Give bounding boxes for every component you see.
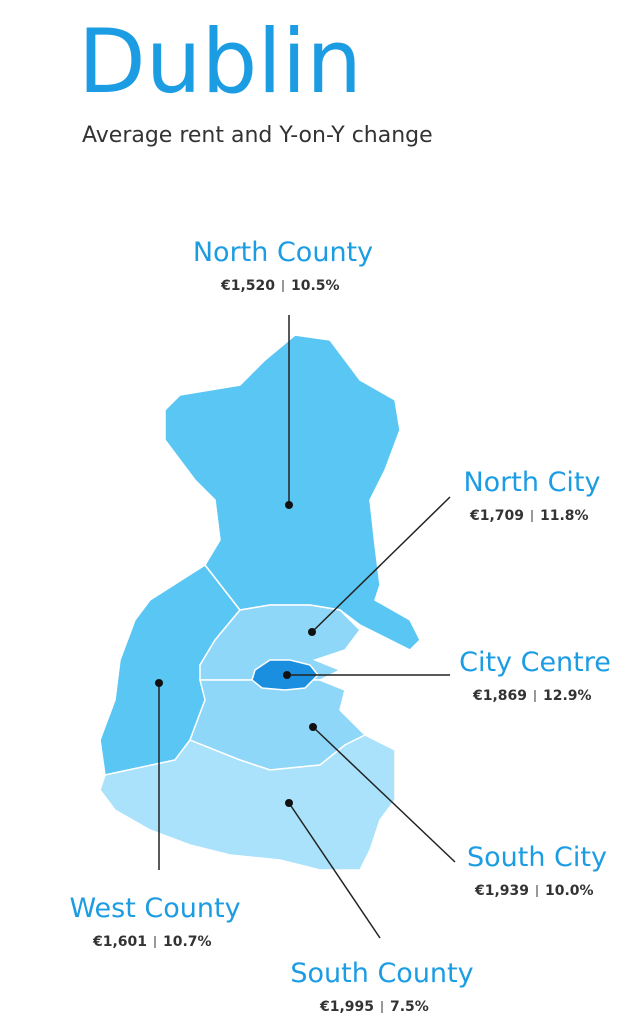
region-name: South County — [290, 958, 473, 989]
region-rent: €1,869 — [472, 688, 527, 704]
connectors — [155, 315, 456, 939]
region-change: 7.5% — [390, 999, 429, 1015]
region-change: 10.7% — [163, 934, 212, 950]
region-name: North City — [463, 467, 600, 498]
dot — [308, 628, 316, 636]
region-rent: €1,601 — [92, 934, 147, 950]
south-county-shape — [99, 734, 396, 871]
region-name: North County — [193, 237, 373, 268]
dot — [285, 501, 293, 509]
region-rent: €1,995 — [319, 999, 374, 1015]
dot — [155, 679, 163, 687]
dot — [285, 799, 293, 807]
region-change: 12.9% — [543, 688, 592, 704]
map — [99, 334, 421, 871]
connector — [311, 496, 451, 633]
title: Dublin — [78, 10, 362, 113]
region-change: 10.5% — [291, 278, 340, 294]
region-change: 11.8% — [540, 508, 589, 524]
region-name: West County — [69, 893, 240, 924]
region-rent: €1,939 — [474, 883, 529, 899]
region-rent: €1,709 — [469, 508, 524, 524]
region-change: 10.0% — [545, 883, 594, 899]
region-name: City Centre — [459, 647, 611, 678]
subtitle: Average rent and Y-on-Y change — [82, 123, 433, 148]
connector — [288, 802, 381, 939]
dot — [309, 723, 317, 731]
region-name: South City — [467, 842, 607, 873]
dot — [283, 671, 291, 679]
region-rent: €1,520 — [220, 278, 275, 294]
connector — [312, 726, 456, 863]
north-county-shape — [164, 334, 421, 651]
